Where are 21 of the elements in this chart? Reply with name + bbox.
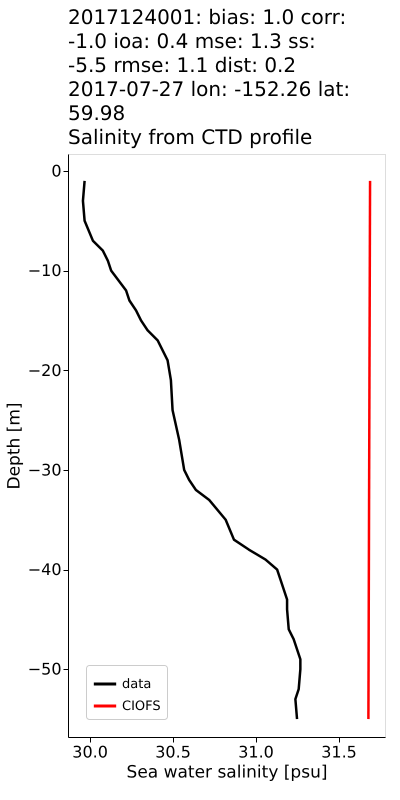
y-axis-title: Depth [m] [4, 402, 25, 490]
y-tick-label: −30 [28, 460, 62, 480]
text: 2017-07-27 lon: -152.26 lat: [68, 77, 350, 101]
legend-label: CIOFS [122, 699, 161, 714]
line-series [82, 180, 302, 720]
x-tick-label: 30.0 [72, 742, 108, 762]
x-axis-title: Sea water salinity [psu] [126, 762, 328, 782]
y-tick-label: −40 [28, 560, 62, 580]
text: 2017124001: bias: 1.0 corr: [68, 5, 346, 29]
text: -5.5 rmse: 1.1 dist: 0.2 [68, 53, 296, 77]
text: 59.98 [68, 101, 126, 125]
text: Salinity from CTD profile [68, 125, 312, 149]
text: -1.0 ioa: 0.4 mse: 1.3 ss: [68, 29, 316, 53]
x-tick-label: 31.5 [321, 742, 357, 762]
x-tick-label: 31.0 [238, 742, 274, 762]
legend-label: data [122, 677, 152, 692]
y-tick-label: 0 [51, 161, 62, 180]
y-tick-label: −50 [28, 660, 62, 679]
y-tick-label: −20 [28, 360, 62, 380]
x-tick-label: 30.5 [155, 742, 191, 762]
y-tick-label: −10 [28, 261, 62, 280]
